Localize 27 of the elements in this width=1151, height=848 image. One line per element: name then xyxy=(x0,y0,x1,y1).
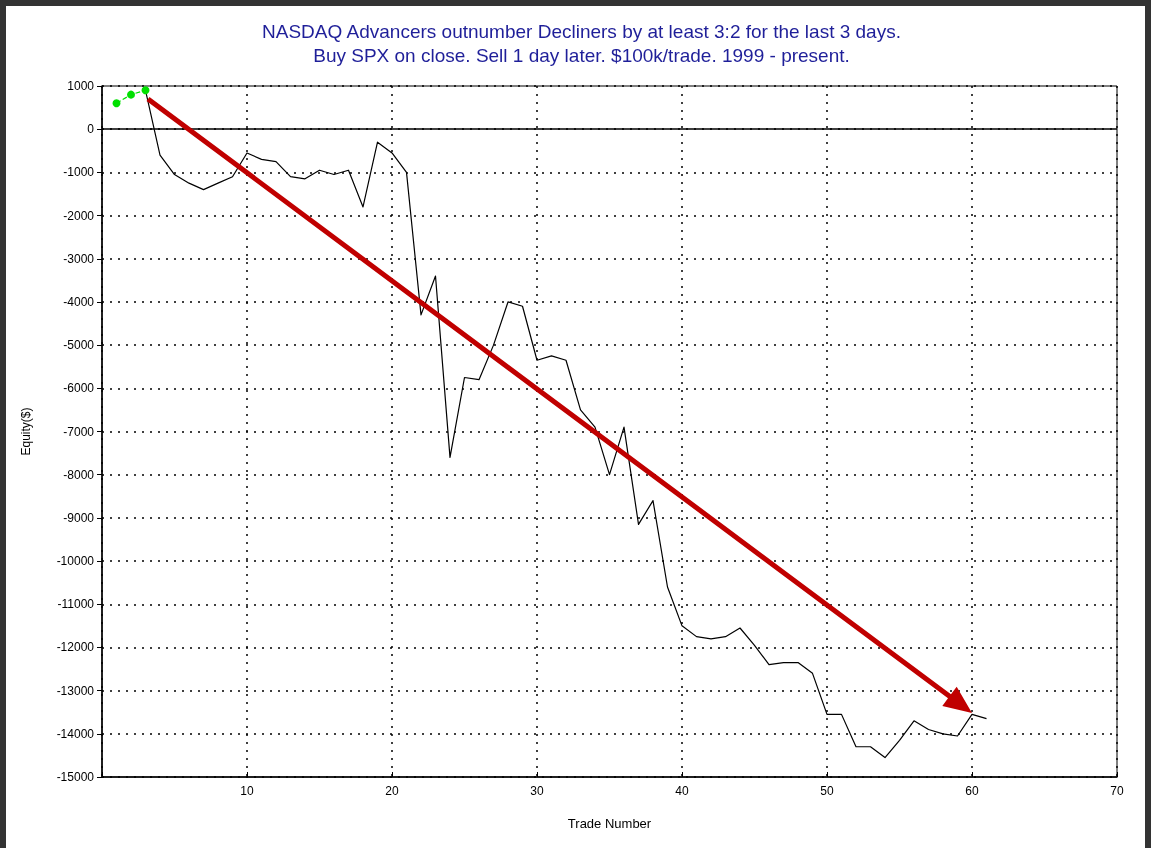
y-tick-label: -7000 xyxy=(63,424,95,439)
y-tick-label: -5000 xyxy=(63,338,95,353)
y-tick-label: -12000 xyxy=(56,640,95,655)
y-tick-label: -8000 xyxy=(63,467,95,482)
y-tick-label: -13000 xyxy=(56,683,95,698)
x-tick-label: 50 xyxy=(820,784,834,798)
y-tick-label: -4000 xyxy=(63,294,95,309)
x-tick-label: 30 xyxy=(530,784,544,798)
x-tick-label: 10 xyxy=(240,784,254,798)
x-tick-label: 60 xyxy=(965,784,979,798)
y-axis-title: Equity($) xyxy=(19,407,33,456)
y-tick-label: -14000 xyxy=(56,726,95,741)
x-axis-title: Trade Number xyxy=(567,816,652,831)
x-tick-label: 40 xyxy=(675,784,689,798)
y-tick-label: 0 xyxy=(87,122,95,137)
x-tick-label: 20 xyxy=(385,784,399,798)
x-tick-label: 70 xyxy=(1110,784,1124,798)
y-tick-label: -10000 xyxy=(56,554,95,569)
y-tick-label: 1000 xyxy=(67,79,95,93)
y-tick-label: -11000 xyxy=(57,597,95,612)
y-tick-label: -3000 xyxy=(63,251,95,266)
y-tick-label: -2000 xyxy=(63,208,95,223)
y-tick-label: -1000 xyxy=(63,165,95,180)
y-tick-label: -6000 xyxy=(63,381,95,396)
y-tick-label: -15000 xyxy=(56,770,95,784)
y-tick-label: -9000 xyxy=(63,510,95,525)
chart-title: NASDAQ Advancers outnumber Decliners by at least 3:2 for the last 3 days. Buy SPX on close. Sell 1 day later. $100k/trade. 1999 - present. xyxy=(262,20,901,66)
